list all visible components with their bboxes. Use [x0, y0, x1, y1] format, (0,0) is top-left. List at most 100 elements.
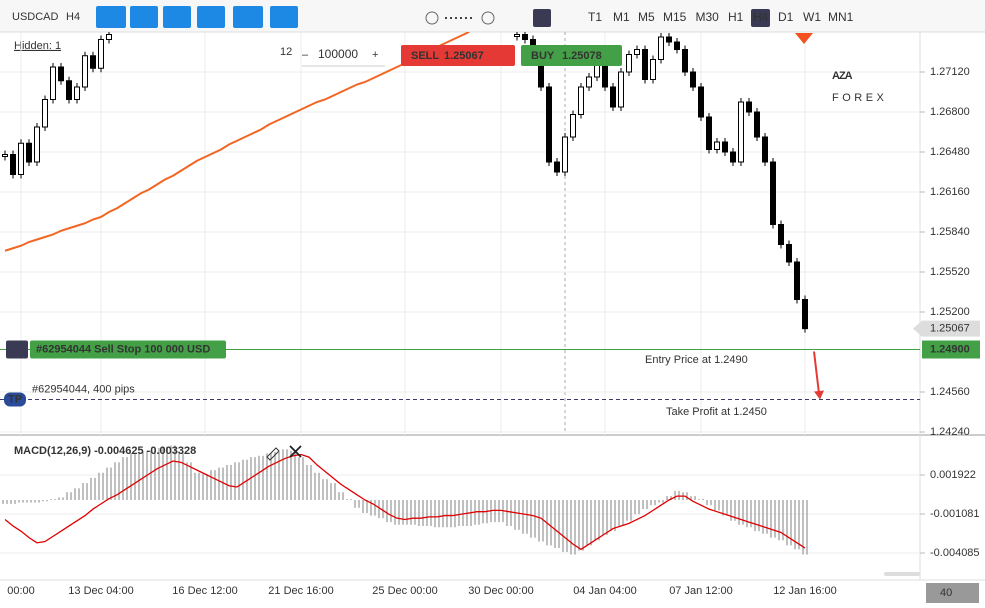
- y-tick-label: 1.26480: [930, 146, 970, 158]
- y-tick-label: 1.26800: [930, 106, 970, 118]
- y-tick-label: 1.26160: [930, 186, 970, 198]
- tool-buttons: [96, 6, 551, 28]
- timeframe-option[interactable]: W1: [803, 10, 821, 24]
- y-tick-label: 1.24240: [930, 426, 970, 438]
- candle: [586, 76, 592, 88]
- candle: [690, 71, 696, 88]
- candle: [514, 34, 520, 37]
- arrow-head: [814, 390, 824, 400]
- tool-button[interactable]: [197, 6, 225, 28]
- sell-button[interactable]: [401, 45, 515, 66]
- edit-icon[interactable]: [266, 447, 280, 461]
- trade-panel: 12 – 100000 + SELL 1.25067 BUY 1.25078: [280, 45, 622, 67]
- arrow: [813, 351, 820, 394]
- close-icon[interactable]: [289, 445, 302, 458]
- candle: [26, 142, 32, 163]
- hidden-link[interactable]: Hidden: 1: [14, 40, 61, 52]
- candle: [770, 161, 776, 225]
- tp-label: #62954044, 400 pips: [32, 383, 135, 395]
- candle: [778, 224, 784, 245]
- y-tick-label: 1.24560: [930, 386, 970, 398]
- candle: [658, 36, 664, 60]
- candle: [642, 49, 648, 80]
- candle: [722, 141, 728, 153]
- timeframe-option[interactable]: MN1: [828, 10, 854, 24]
- zoom-in[interactable]: [481, 11, 495, 25]
- candle: [554, 161, 560, 173]
- timeframe-option[interactable]: H1: [728, 10, 744, 24]
- candle: [106, 34, 112, 40]
- candle: [802, 299, 808, 330]
- buy-button[interactable]: [521, 45, 622, 66]
- timeframe-option[interactable]: T1: [588, 10, 602, 24]
- x-tick-label: 07 Jan 12:00: [669, 585, 733, 597]
- zoom-out[interactable]: [425, 11, 439, 25]
- candle: [10, 154, 16, 175]
- candle: [74, 86, 80, 100]
- candle: [682, 49, 688, 73]
- x-tick-label: 21 Dec 16:00: [268, 585, 333, 597]
- order-label: #62954044 Sell Stop 100 000 USD: [36, 343, 210, 355]
- sell-price: 1.25067: [444, 50, 484, 62]
- timeframe[interactable]: H4: [66, 11, 80, 23]
- order-price-tag: [922, 340, 980, 359]
- timeframe-bar: T1 M1 M5 M15 M30 H1 H4 D1 W1 MN1: [588, 9, 854, 27]
- candle: [546, 86, 552, 163]
- tool-button[interactable]: [270, 6, 298, 28]
- x-tick-label: 12 Jan 16:00: [773, 585, 837, 597]
- chart-type-button[interactable]: [533, 9, 551, 27]
- x-tick-label: 13 Dec 04:00: [68, 585, 133, 597]
- y-tick-label: 1.27120: [930, 66, 970, 78]
- sell-label: SELL: [411, 50, 439, 62]
- candle: [634, 49, 640, 55]
- candle: [650, 59, 656, 80]
- macd-plot: [0, 445, 920, 555]
- sell-marker: [795, 33, 813, 44]
- timeframe-option[interactable]: M30: [696, 10, 720, 24]
- scrollbar[interactable]: [884, 572, 920, 576]
- macd-tick-label: -0.001081: [930, 508, 980, 520]
- candle: [762, 136, 768, 163]
- tool-button[interactable]: [96, 6, 126, 28]
- price-plot: [0, 32, 920, 435]
- annotation: Take Profit at 1.2450: [666, 406, 767, 418]
- candle: [698, 86, 704, 118]
- candle: [738, 101, 744, 163]
- tp-badge-text: TP: [8, 393, 22, 405]
- candle: [730, 151, 736, 163]
- tp-badge: [4, 392, 26, 407]
- timeframe-option[interactable]: H4: [753, 10, 769, 24]
- candle: [754, 111, 760, 138]
- timeframe-option[interactable]: M5: [638, 10, 655, 24]
- candle: [42, 99, 48, 128]
- tool-button[interactable]: [233, 6, 263, 28]
- logo-text: FOREX: [832, 92, 887, 104]
- volume-minus[interactable]: –: [302, 49, 309, 61]
- buy-price: 1.25078: [562, 50, 602, 62]
- candle: [18, 142, 24, 175]
- x-tick-label: 00:00: [7, 585, 35, 597]
- timeframe-option[interactable]: M1: [613, 10, 630, 24]
- timeframe-option[interactable]: M15: [663, 10, 687, 24]
- timeframe-option[interactable]: D1: [778, 10, 794, 24]
- current-price-tag: [913, 320, 980, 337]
- volume-plus[interactable]: +: [372, 49, 378, 61]
- overlay: 1.27120 1.26800 1.26480 1.26160 1.25840 1.255…: [0, 66, 980, 597]
- order-price-label: 1.24900: [930, 343, 970, 355]
- x-tick-label: 04 Jan 04:00: [573, 585, 637, 597]
- symbol[interactable]: USDCAD: [12, 11, 59, 23]
- candle: [34, 126, 40, 163]
- series-line: [4, 453, 806, 551]
- y-tick-label: 1.25520: [930, 266, 970, 278]
- candle: [90, 55, 96, 69]
- series-line: [4, 32, 470, 252]
- tool-button[interactable]: [130, 6, 158, 28]
- candle: [578, 86, 584, 115]
- macd-tick-label: -0.004085: [930, 547, 980, 559]
- candle: [610, 86, 616, 108]
- candle: [794, 261, 800, 300]
- tool-button[interactable]: [163, 6, 191, 28]
- counter-box: [926, 583, 979, 603]
- volume[interactable]: 100000: [318, 47, 358, 61]
- candle: [666, 36, 672, 43]
